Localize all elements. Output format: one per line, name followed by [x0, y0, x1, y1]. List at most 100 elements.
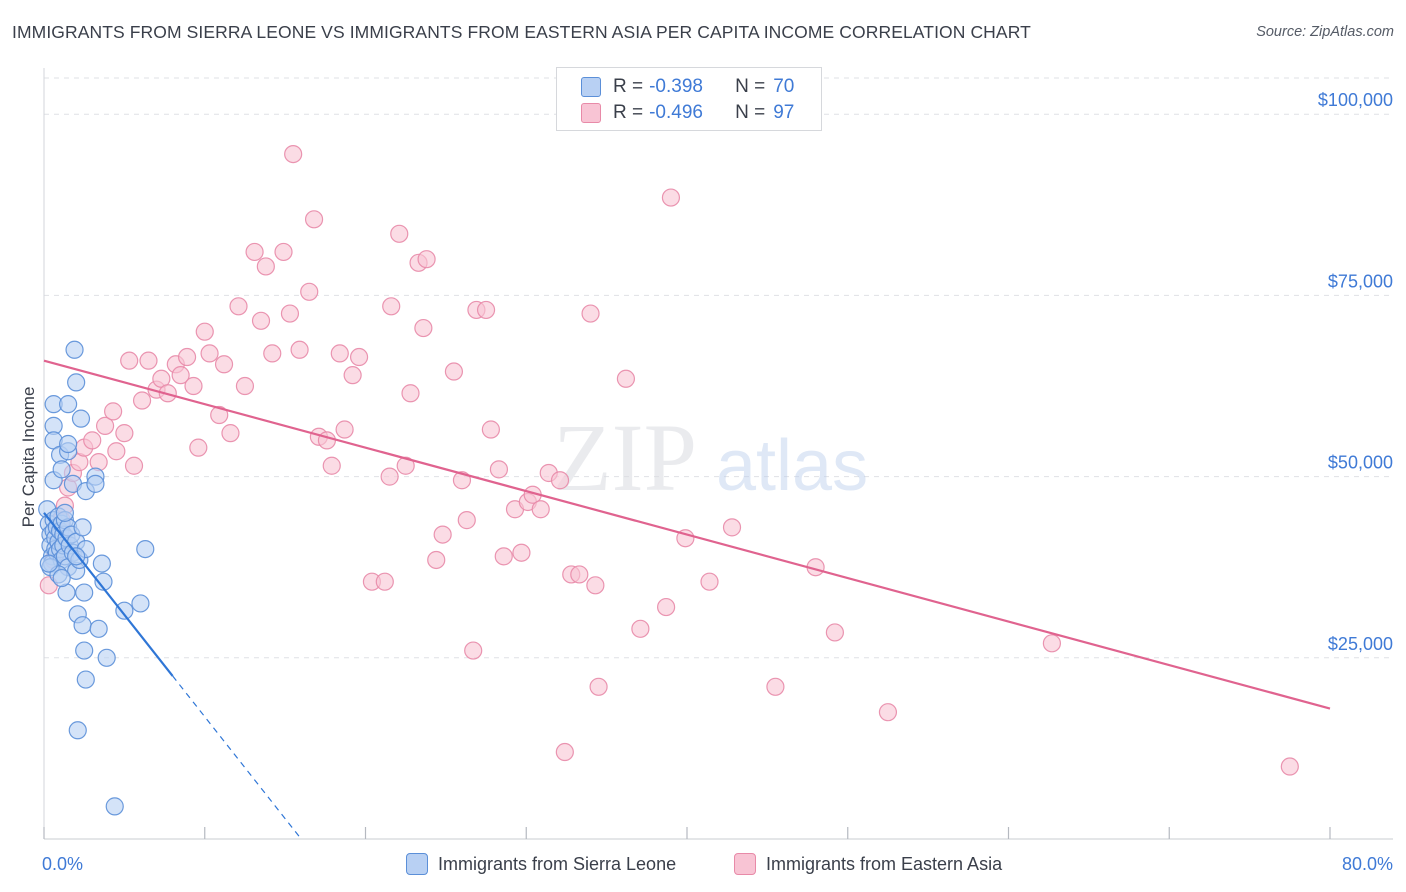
- data-point: [65, 340, 84, 359]
- legend-r-key: R =: [613, 102, 644, 123]
- data-point: [512, 543, 531, 562]
- data-point: [245, 242, 264, 262]
- data-point: [107, 442, 126, 461]
- data-point: [171, 366, 190, 385]
- data-point: [335, 420, 354, 439]
- bottom-legend-swatch-pink: [734, 853, 756, 875]
- data-point: [71, 409, 91, 428]
- y-axis-label: Per Capita Income: [19, 387, 38, 528]
- data-point: [73, 518, 92, 537]
- data-point: [256, 257, 275, 276]
- data-point: [284, 145, 303, 164]
- data-point: [489, 460, 509, 479]
- data-point: [115, 424, 134, 443]
- data-point: [251, 311, 271, 330]
- watermark-atlas: atlas: [716, 426, 868, 506]
- data-point: [433, 525, 452, 544]
- data-point: [349, 347, 369, 367]
- data-point: [280, 304, 300, 323]
- legend-row-sierra-leone: R = -0.398 N = 70: [581, 75, 794, 99]
- data-point: [390, 224, 409, 243]
- data-point: [75, 583, 94, 602]
- legend-n-key: N =: [735, 76, 766, 97]
- data-point: [55, 503, 74, 522]
- legend-row-eastern-asia: R = -0.496 N = 97: [581, 101, 794, 125]
- trend-line-sierra-leone: [43, 512, 174, 677]
- y-tick-label: $100,000: [1318, 90, 1393, 110]
- data-point: [89, 619, 108, 638]
- data-point: [476, 300, 496, 320]
- data-point: [131, 594, 150, 613]
- data-point: [382, 297, 401, 316]
- data-point: [396, 456, 415, 475]
- data-point: [766, 677, 785, 696]
- data-point: [330, 344, 349, 363]
- data-point: [221, 424, 240, 443]
- watermark-zip: ZIP: [553, 404, 697, 511]
- data-point: [1042, 634, 1062, 653]
- data-point: [75, 641, 94, 660]
- data-point: [68, 721, 87, 740]
- data-point: [104, 402, 123, 421]
- data-point: [304, 210, 324, 229]
- data-point: [120, 351, 139, 370]
- data-point: [92, 554, 111, 573]
- data-point: [189, 438, 208, 457]
- data-point: [235, 376, 255, 396]
- data-point: [139, 351, 158, 370]
- data-point: [531, 500, 550, 519]
- data-point: [124, 456, 144, 475]
- data-point: [73, 616, 92, 635]
- data-point: [59, 395, 78, 414]
- data-point: [210, 405, 229, 425]
- bottom-legend-label: Immigrants from Sierra Leone: [438, 853, 677, 874]
- data-point: [195, 322, 214, 341]
- legend-r-key: R =: [613, 76, 644, 97]
- data-point: [1280, 757, 1299, 776]
- data-point: [317, 431, 337, 450]
- source-credit: Source: ZipAtlas.com: [1256, 24, 1394, 40]
- data-point: [589, 677, 608, 696]
- data-point: [457, 511, 476, 530]
- data-point: [136, 539, 155, 559]
- axis-layer: $25,000 $50,000 $75,000 $100,000: [43, 68, 1393, 840]
- data-point: [263, 344, 282, 363]
- data-point: [700, 572, 719, 591]
- data-point: [184, 376, 203, 396]
- data-point: [570, 565, 589, 584]
- data-point: [39, 554, 58, 573]
- data-point: [555, 742, 574, 762]
- trend-line-sierra-leone-extension: [172, 675, 302, 840]
- trend-line-eastern-asia: [43, 359, 1331, 710]
- data-point: [417, 250, 436, 269]
- legend-n-value: 70: [773, 76, 795, 97]
- data-point: [427, 550, 446, 570]
- data-point: [200, 344, 219, 363]
- legend-r-value: -0.496: [649, 102, 703, 123]
- data-point: [401, 384, 420, 403]
- legend-swatch-pink: [581, 103, 601, 123]
- y-tick-label: $75,000: [1328, 271, 1393, 291]
- data-point: [380, 467, 399, 486]
- bottom-legend-swatch-blue: [406, 853, 428, 875]
- data-point: [550, 471, 570, 490]
- data-point: [481, 420, 500, 439]
- data-point: [444, 362, 464, 381]
- data-point: [322, 456, 341, 475]
- data-point: [83, 431, 102, 450]
- data-point: [59, 434, 78, 454]
- trend-lines: [43, 359, 1331, 840]
- legend-r-value: -0.398: [649, 76, 703, 97]
- legend-n-value: 97: [773, 102, 795, 123]
- data-point: [464, 641, 483, 660]
- data-point: [86, 474, 105, 493]
- y-tick-label: $25,000: [1328, 634, 1393, 654]
- data-point: [631, 619, 650, 638]
- bottom-legend-sierra-leone: Immigrants from Sierra Leone: [406, 852, 676, 876]
- data-point: [290, 340, 309, 359]
- x-tick-min: 0.0%: [42, 854, 83, 874]
- data-point: [94, 572, 113, 591]
- data-point: [722, 518, 742, 537]
- data-point: [657, 597, 676, 617]
